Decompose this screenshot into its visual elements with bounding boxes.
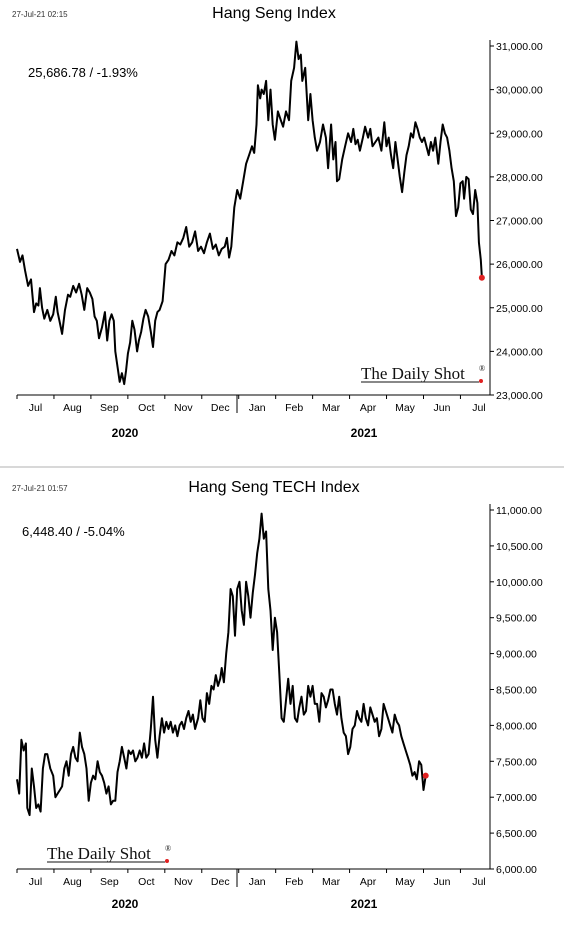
panel-divider — [0, 466, 564, 468]
chart-1-year-label: 2020 — [112, 426, 139, 440]
chart-1-brand-text: The Daily Shot — [361, 364, 465, 383]
chart-1-year-label: 2021 — [351, 426, 378, 440]
chart-2-y-tick-label: 9,000.00 — [496, 649, 537, 661]
chart-1-plot: 23,000.00 24,000.00 25,000.00 26,000.00 27,0… — [16, 40, 543, 440]
chart-1-series-line — [16, 40, 483, 386]
chart-2-year-label: 2021 — [351, 897, 378, 911]
chart-2-brand-text: The Daily Shot — [47, 844, 151, 863]
chart-2-x-tick-label: Jan — [249, 876, 266, 888]
chart-1-y-tick-label: 25,000.00 — [496, 303, 543, 315]
chart-2-y-tick-label: 10,000.00 — [496, 577, 543, 589]
chart-2-y-tick-label: 8,500.00 — [496, 685, 537, 697]
chart-2-x-tick-label: Jul — [472, 876, 485, 888]
chart-1-y-tick-label: 29,000.00 — [496, 128, 543, 140]
chart-2-x-tick-label: Oct — [138, 876, 154, 888]
chart-2-y-tick-label: 9,500.00 — [496, 613, 537, 625]
chart-2-y-tick-label: 7,500.00 — [496, 756, 537, 768]
chart-2-x-tick-label: Jul — [29, 876, 42, 888]
chart-2-year-label: 2020 — [112, 897, 139, 911]
chart-2-y-tick-label: 8,000.00 — [496, 720, 537, 732]
chart-2-brand-dot — [165, 859, 169, 863]
chart-2-last-point — [422, 772, 429, 779]
chart-2-x-tick-label: Feb — [285, 876, 303, 888]
chart-1-x-tick-label: Aug — [63, 402, 82, 414]
chart-2-y-tick-label: 10,500.00 — [496, 541, 543, 553]
chart-2-title: Hang Seng TECH Index — [188, 479, 359, 496]
chart-1-x-tick-label: Oct — [138, 402, 154, 414]
chart-1-x-tick-label: Apr — [360, 402, 377, 414]
chart-1-x-tick-label: Jan — [249, 402, 266, 414]
chart-1-svg: 27-Jul-21 02:15 Hang Seng Index 25,686.7… — [12, 5, 543, 440]
chart-1-brand-dot — [479, 379, 483, 383]
chart-2-x-tick-label: Jun — [433, 876, 450, 888]
chart-2-readout: 6,448.40 / -5.04% — [22, 524, 125, 539]
hang-seng-index-chart: 27-Jul-21 02:15 Hang Seng Index 25,686.7… — [0, 0, 564, 466]
chart-1-title: Hang Seng Index — [212, 5, 336, 22]
chart-2-timestamp: 27-Jul-21 01:57 — [12, 484, 68, 493]
chart-1-readout: 25,686.78 / -1.93% — [28, 65, 138, 80]
chart-2-y-tick-label: 7,000.00 — [496, 792, 537, 804]
chart-1-y-tick-label: 23,000.00 — [496, 390, 543, 402]
chart-2-x-tick-label: May — [395, 876, 416, 888]
chart-2-x-tick-label: Mar — [322, 876, 341, 888]
chart-1-y-tick-label: 27,000.00 — [496, 216, 543, 228]
chart-2-y-tick-label: 6,000.00 — [496, 864, 537, 876]
chart-1-x-tick-label: Nov — [174, 402, 193, 414]
chart-2-svg: 27-Jul-21 01:57 Hang Seng TECH Index 6,4… — [12, 479, 543, 911]
chart-2-x-tick-label: Sep — [100, 876, 119, 888]
chart-1-timestamp: 27-Jul-21 02:15 — [12, 10, 68, 19]
chart-2-y-tick-label: 6,500.00 — [496, 828, 537, 840]
chart-1-y-tick-label: 30,000.00 — [496, 85, 543, 97]
chart-1-x-tick-label: Feb — [285, 402, 303, 414]
chart-2-series-line — [16, 512, 427, 817]
chart-2-plot: 6,000.00 6,500.00 7,000.00 7,500.00 8,000.00… — [16, 504, 543, 911]
chart-1-x-tick-label: Jun — [433, 402, 450, 414]
chart-2-brand-mark: ® — [165, 844, 171, 853]
chart-2-x-tick-label: Apr — [360, 876, 377, 888]
chart-1-y-tick-label: 26,000.00 — [496, 259, 543, 271]
hang-seng-tech-index-chart: 27-Jul-21 01:57 Hang Seng TECH Index 6,4… — [0, 470, 564, 934]
chart-1-x-tick-label: Mar — [322, 402, 341, 414]
chart-2-y-tick-label: 11,000.00 — [496, 505, 542, 517]
chart-2-x-tick-label: Aug — [63, 876, 82, 888]
chart-1-last-point — [478, 274, 485, 281]
chart-1-x-tick-label: Jul — [29, 402, 42, 414]
chart-1-x-tick-label: Sep — [100, 402, 119, 414]
chart-1-y-tick-label: 31,000.00 — [496, 41, 543, 53]
chart-2-x-tick-label: Nov — [174, 876, 193, 888]
chart-1-x-tick-label: Jul — [472, 402, 485, 414]
chart-1-brand: The Daily Shot ® — [361, 364, 485, 383]
chart-2-x-tick-label: Dec — [211, 876, 230, 888]
chart-1-y-tick-label: 24,000.00 — [496, 346, 543, 358]
chart-1-y-tick-label: 28,000.00 — [496, 172, 543, 184]
chart-2-brand: The Daily Shot ® — [47, 844, 171, 863]
chart-1-brand-mark: ® — [479, 364, 485, 373]
chart-1-x-tick-label: May — [395, 402, 416, 414]
chart-1-x-tick-label: Dec — [211, 402, 230, 414]
